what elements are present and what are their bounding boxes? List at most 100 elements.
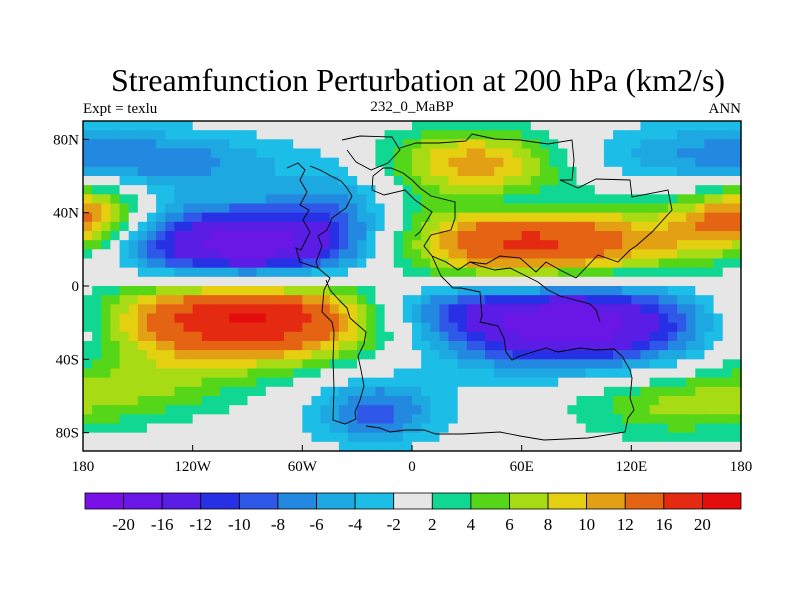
contour-cell (357, 414, 367, 425)
contour-cell (384, 304, 395, 315)
contour-cell (503, 441, 514, 452)
contour-cell (667, 359, 678, 370)
colorbar-label: 2 (428, 515, 437, 534)
contour-cell (229, 313, 239, 324)
contour-cell (146, 276, 157, 287)
contour-cell (375, 377, 386, 388)
contour-cell (302, 313, 313, 324)
contour-cell (165, 322, 175, 333)
contour-cell (494, 221, 504, 232)
contour-cell (430, 249, 441, 260)
contour-cell (366, 194, 377, 205)
contour-cell (83, 148, 93, 159)
contour-cell (613, 313, 623, 324)
contour-cell (686, 341, 696, 351)
contour-cell (101, 121, 112, 131)
contour-cell (247, 231, 258, 241)
contour-cell (494, 121, 504, 131)
contour-cell (576, 231, 587, 241)
contour-cell (247, 176, 258, 186)
contour-cell (475, 423, 486, 434)
contour-cell (320, 432, 331, 443)
contour-cell (622, 286, 632, 296)
contour-cell (146, 166, 157, 177)
contour-cell (677, 194, 687, 205)
experiment-label: Expt = texlu (83, 101, 158, 117)
contour-cell (293, 121, 303, 131)
contour-cell (530, 432, 541, 443)
contour-cell (457, 185, 468, 195)
contour-cell (384, 166, 395, 177)
contour-cell (348, 386, 358, 397)
contour-cell (366, 276, 377, 287)
contour-cell (503, 405, 514, 415)
contour-cell (667, 350, 678, 360)
contour-cell (704, 231, 715, 241)
contour-cell (229, 139, 239, 150)
contour-cell (146, 240, 157, 250)
contour-cell (521, 148, 532, 159)
contour-cell (704, 350, 715, 360)
contour-cell (338, 341, 349, 351)
contour-cell (558, 130, 568, 140)
contour-cell (220, 304, 230, 315)
contour-cell (201, 304, 212, 315)
contour-cell (576, 249, 587, 260)
contour-cell (210, 331, 221, 342)
contour-cell (201, 194, 212, 205)
contour-cell (229, 441, 239, 452)
contour-cell (558, 221, 568, 232)
contour-cell (329, 130, 340, 140)
contour-cell (530, 231, 541, 241)
contour-cell (567, 185, 578, 195)
contour-cell (302, 267, 313, 278)
contour-cell (539, 221, 550, 232)
contour-cell (539, 194, 550, 205)
contour-cell (101, 166, 112, 177)
contour-cell (722, 121, 733, 131)
contour-cell (101, 185, 112, 195)
contour-cell (320, 258, 331, 269)
contour-cell (256, 432, 267, 443)
contour-cell (558, 267, 568, 278)
contour-cell (530, 203, 541, 214)
contour-cell (686, 212, 696, 223)
contour-cell (92, 258, 102, 269)
contour-cell (92, 240, 102, 250)
contour-cell (640, 386, 651, 397)
contour-cell (475, 286, 486, 296)
contour-cell (731, 267, 742, 278)
contour-cell (640, 414, 651, 425)
contour-cell (594, 432, 605, 443)
contour-cell (338, 331, 349, 342)
contour-cell (539, 121, 550, 131)
contour-cell (210, 194, 221, 205)
contour-cell (448, 331, 459, 342)
contour-cell (603, 166, 614, 177)
contour-cell (137, 148, 148, 159)
contour-cell (247, 441, 258, 452)
contour-cell (220, 331, 230, 342)
contour-cell (722, 221, 733, 232)
contour-cell (156, 359, 166, 370)
contour-cell (265, 249, 276, 260)
contour-cell (549, 423, 559, 434)
contour-cell (667, 130, 678, 140)
contour-cell (448, 121, 459, 131)
contour-cell (530, 130, 541, 140)
contour-cell (192, 176, 203, 186)
contour-cell (284, 368, 294, 379)
colorbar-box (161, 492, 202, 510)
contour-cell (110, 249, 121, 260)
contour-cell (667, 341, 678, 351)
contour-cell (530, 258, 541, 269)
contour-cell (603, 414, 614, 425)
contour-cell (421, 157, 431, 168)
contour-cell (457, 258, 468, 269)
contour-cell (247, 405, 258, 415)
contour-cell (603, 331, 614, 342)
contour-cell (539, 322, 550, 333)
contour-cell (393, 267, 404, 278)
contour-cell (421, 203, 431, 214)
contour-cell (731, 276, 742, 287)
